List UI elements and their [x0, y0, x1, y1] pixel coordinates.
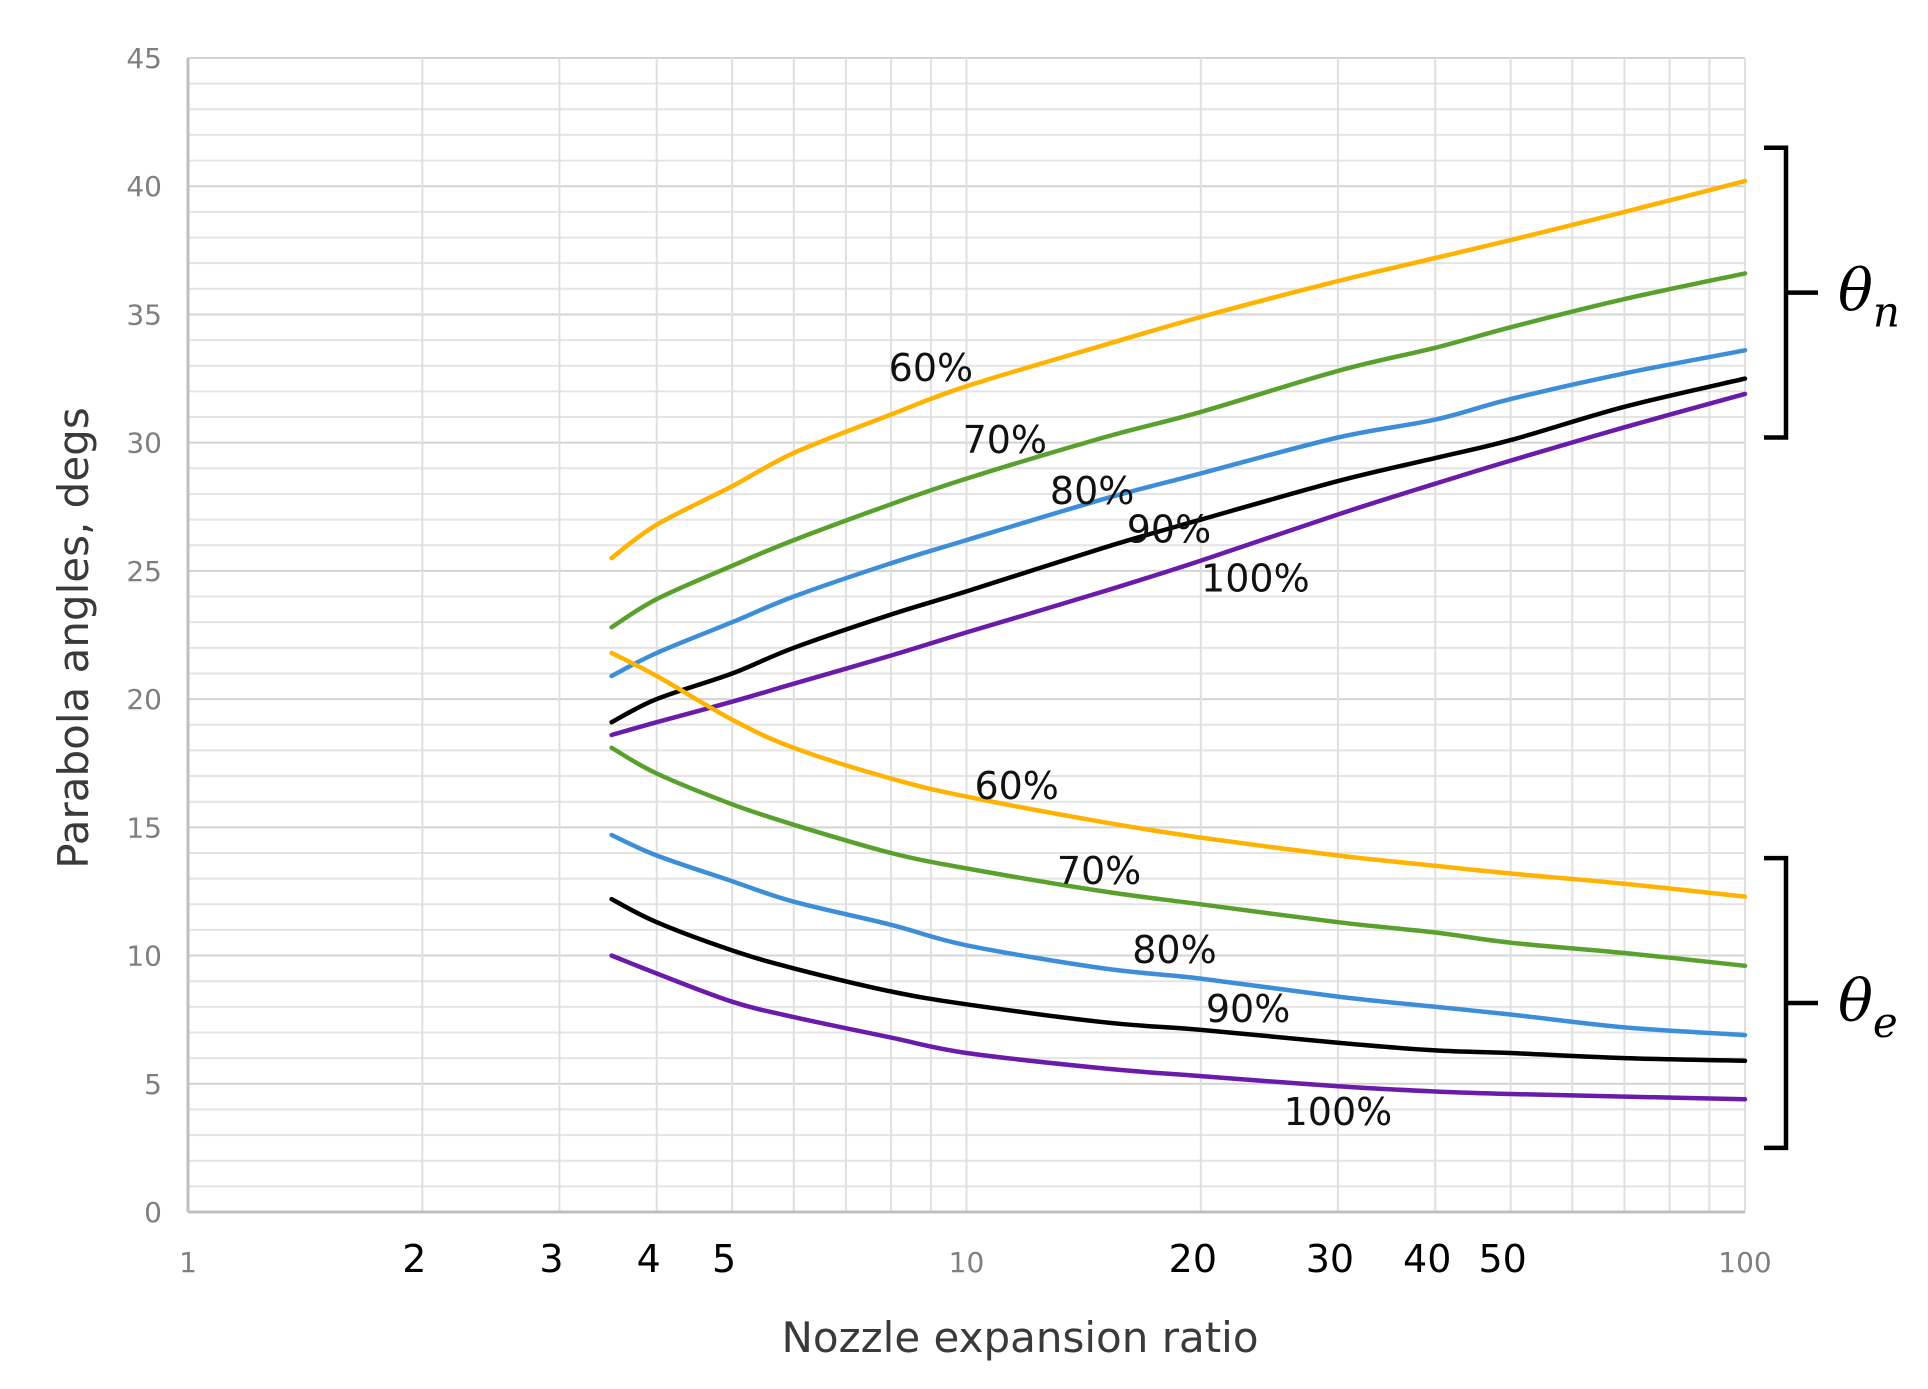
y-tick-label: 5: [144, 1068, 162, 1101]
x-tick-label: 4: [637, 1237, 661, 1281]
x-tick-label: 20: [1169, 1237, 1217, 1281]
group-label-theta-n: θn: [1838, 257, 1900, 337]
y-tick-label: 20: [126, 683, 162, 716]
curve-label: 90%: [1127, 508, 1211, 552]
series-line-theta-n-90pct: [609, 376, 1748, 725]
x-tick-label: 5: [712, 1237, 736, 1281]
x-tick-label: 100: [1718, 1246, 1771, 1279]
curve-label: 60%: [974, 764, 1058, 808]
x-tick-label: 40: [1403, 1237, 1451, 1281]
bracket-theta-n: [1764, 145, 1818, 440]
group-brackets: θn θe: [1764, 145, 1900, 1151]
series-line-theta-e-80pct: [609, 832, 1748, 1038]
group-label-theta-e: θe: [1838, 967, 1898, 1047]
series-line-theta-e-100pct: [609, 953, 1748, 1102]
y-tick-label: 30: [126, 427, 162, 460]
y-axis-label: Parabola angles, degs: [49, 407, 98, 868]
series-line-theta-n-100pct: [609, 391, 1748, 738]
curve-label: 70%: [1057, 849, 1141, 893]
series-line-theta-e-70pct: [609, 745, 1748, 969]
x-tick-label: 2: [402, 1237, 426, 1281]
x-tick-label: 50: [1478, 1237, 1526, 1281]
x-tick-label: 3: [539, 1237, 563, 1281]
y-tick-label: 15: [126, 811, 162, 844]
series-line-theta-e-90pct: [609, 896, 1748, 1063]
y-tick-label: 40: [126, 170, 162, 203]
curve-label: 90%: [1206, 987, 1290, 1031]
series-lines: [609, 178, 1748, 1102]
series-line-theta-n-80pct: [609, 348, 1748, 679]
x-tick-label: 1: [179, 1246, 197, 1279]
curve-label: 60%: [889, 346, 973, 390]
y-tick-label: 0: [144, 1196, 162, 1229]
series-line-theta-n-70pct: [609, 271, 1748, 630]
grid-lines: [187, 57, 1746, 1213]
y-tick-label: 25: [126, 555, 162, 588]
series-line-theta-n-60pct: [609, 178, 1748, 561]
x-tick-label: 30: [1306, 1237, 1354, 1281]
x-axis-label: Nozzle expansion ratio: [781, 1313, 1258, 1362]
y-tick-label: 45: [126, 42, 162, 75]
curve-label: 80%: [1132, 928, 1216, 972]
series-line-theta-e-60pct: [609, 650, 1748, 899]
x-tick-label: 10: [949, 1246, 985, 1279]
y-tick-label: 35: [126, 298, 162, 331]
bracket-theta-e: [1764, 855, 1818, 1151]
curve-label: 100%: [1201, 556, 1310, 600]
curve-label: 100%: [1284, 1090, 1393, 1134]
axes: [186, 58, 1745, 1214]
curve-label: 80%: [1050, 469, 1134, 513]
y-tick-label: 10: [126, 940, 162, 973]
curve-label: 70%: [963, 418, 1047, 462]
curve-labels: 60%70%80%90%100%60%70%80%90%100%: [889, 346, 1393, 1134]
